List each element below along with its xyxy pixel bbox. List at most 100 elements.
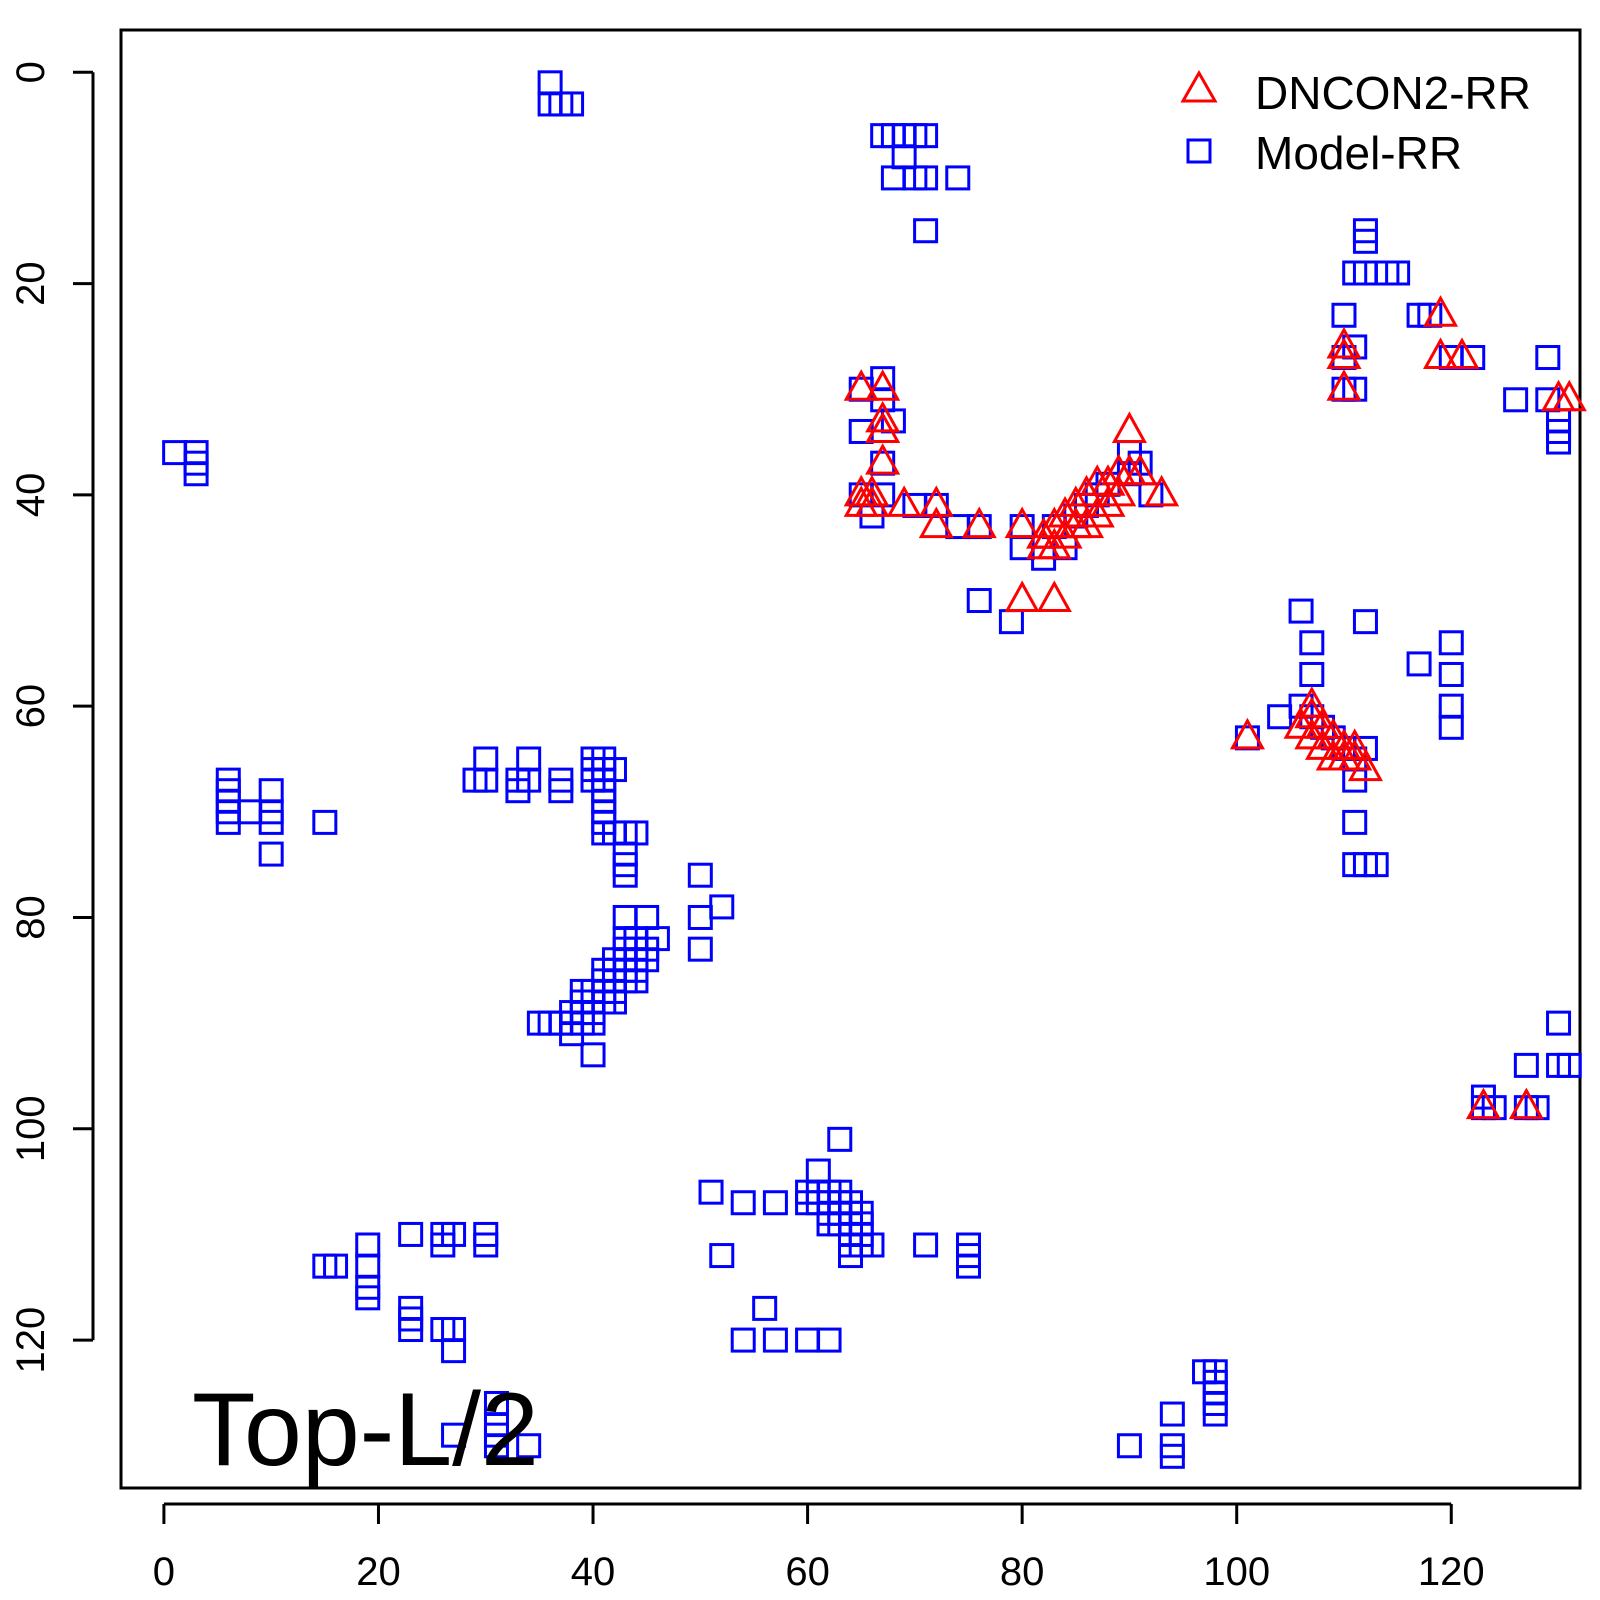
model-rr-point [730, 1190, 756, 1216]
model-rr-point [687, 904, 713, 930]
model-rr-point [1116, 1433, 1142, 1459]
legend-label-model-rr: Model-RR [1255, 127, 1462, 179]
dncon2-rr-point [1111, 411, 1147, 443]
model-rr-point [1385, 260, 1411, 286]
model-rr-point [998, 609, 1024, 635]
model-rr-point [1438, 661, 1464, 687]
model-rr-point [473, 746, 499, 772]
x-tick-label: 40 [571, 1550, 616, 1594]
model-rr-point [1299, 661, 1325, 687]
dncon2-rr-point [1347, 749, 1383, 782]
model-rr-point [441, 1422, 467, 1448]
model-rr-point [258, 778, 284, 804]
dncon2-rr-point [1551, 379, 1587, 412]
model-rr-point [1202, 1401, 1228, 1427]
model-rr-point [880, 165, 906, 191]
model-rr-point [1546, 429, 1572, 455]
model-rr-point [183, 461, 209, 487]
dncon2-rr-point [1294, 686, 1330, 718]
model-rr-points [162, 70, 1582, 1469]
x-tick-label: 60 [785, 1550, 830, 1594]
dncon2-rr-point [1465, 1087, 1501, 1120]
model-rr-point [709, 894, 735, 920]
dncon2-rr-point [1326, 337, 1362, 370]
dncon2-rr-point [1422, 295, 1459, 327]
model-rr-point [762, 1190, 788, 1216]
model-rr-point [1438, 693, 1464, 719]
y-tick-label: 40 [9, 473, 53, 518]
model-rr-point [559, 91, 585, 117]
model-rr-point [1556, 1052, 1582, 1078]
y-axis: 0 20 40 60 80 100 120 [9, 61, 95, 1374]
dncon2-rr-point [854, 485, 890, 517]
model-rr-point [323, 1253, 349, 1279]
legend-triangle-marker [1180, 69, 1218, 103]
model-rr-point [398, 1317, 424, 1343]
model-rr-point [1352, 609, 1378, 635]
dncon2-rr-point [961, 506, 997, 539]
dncon2-rr-points [843, 295, 1587, 1120]
model-rr-point [1159, 1401, 1185, 1427]
model-rr-point [1159, 1443, 1185, 1469]
y-tick-label: 80 [9, 895, 53, 940]
model-rr-point [966, 514, 992, 540]
model-rr-point [355, 1232, 381, 1258]
model-rr-point [441, 1338, 467, 1364]
dncon2-rr-point [1422, 337, 1459, 370]
model-rr-point [913, 1232, 939, 1258]
model-rr-point [548, 778, 574, 804]
y-tick-label: 120 [9, 1307, 53, 1374]
model-rr-point [312, 809, 338, 835]
model-rr-point [805, 1158, 831, 1184]
model-rr-point [838, 1243, 863, 1269]
model-rr-point [634, 904, 660, 930]
dncon2-rr-point [1058, 485, 1094, 517]
model-rr-point [1406, 651, 1432, 677]
legend: DNCON2-RR Model-RR [1180, 67, 1531, 179]
dncon2-rr-point [843, 369, 879, 401]
dncon2-rr-point [1326, 326, 1362, 359]
model-rr-point [827, 1126, 853, 1152]
model-rr-point [687, 936, 713, 962]
model-rr-point [1546, 1010, 1572, 1036]
x-tick-label: 120 [1418, 1550, 1485, 1594]
model-rr-point [258, 809, 284, 835]
model-rr-point [709, 1243, 735, 1269]
x-tick-label: 80 [1000, 1550, 1045, 1594]
y-tick-label: 20 [9, 261, 53, 306]
dncon2-rr-point [1444, 337, 1480, 370]
legend-label-dncon2-rr: DNCON2-RR [1255, 67, 1531, 119]
model-rr-point [1513, 1052, 1539, 1078]
model-rr-point [945, 165, 971, 191]
model-rr-point [816, 1327, 842, 1353]
model-rr-point [762, 1327, 788, 1353]
model-rr-point [913, 165, 939, 191]
plot-frame [119, 28, 1582, 1490]
dncon2-rr-point [1079, 495, 1115, 528]
model-rr-point [1267, 704, 1293, 730]
model-rr-point [1438, 714, 1464, 740]
annotation-top-l2: Top-L/2 [192, 1372, 539, 1488]
model-rr-point [473, 767, 499, 793]
model-rr-point [1535, 345, 1561, 371]
model-rr-point [516, 746, 542, 772]
dncon2-rr-point [1101, 474, 1137, 507]
model-rr-point [870, 450, 896, 476]
model-rr-point [237, 799, 263, 825]
dncon2-rr-point [865, 400, 901, 433]
dncon2-rr-point [886, 485, 922, 517]
model-rr-point [162, 440, 188, 466]
model-rr-point [966, 588, 992, 614]
x-axis: 0 20 40 60 80 100 120 [153, 1502, 1485, 1594]
dncon2-rr-point [1508, 1087, 1544, 1120]
model-rr-point [559, 1021, 585, 1047]
model-rr-point [1288, 598, 1314, 624]
model-rr-point [612, 904, 638, 930]
model-rr-point [1438, 630, 1464, 656]
model-rr-point [795, 1327, 821, 1353]
legend-square-marker [1186, 138, 1212, 164]
dncon2-rr-point [918, 506, 954, 539]
model-rr-point [430, 1232, 456, 1258]
model-rr-point [473, 1232, 499, 1258]
